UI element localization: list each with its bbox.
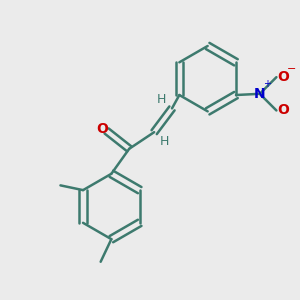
Text: H: H bbox=[160, 135, 170, 148]
Text: O: O bbox=[96, 122, 108, 136]
Text: −: − bbox=[287, 64, 296, 74]
Text: +: + bbox=[263, 79, 271, 89]
Text: O: O bbox=[278, 70, 290, 84]
Text: O: O bbox=[278, 103, 290, 118]
Text: H: H bbox=[157, 93, 166, 106]
Text: N: N bbox=[254, 87, 266, 101]
